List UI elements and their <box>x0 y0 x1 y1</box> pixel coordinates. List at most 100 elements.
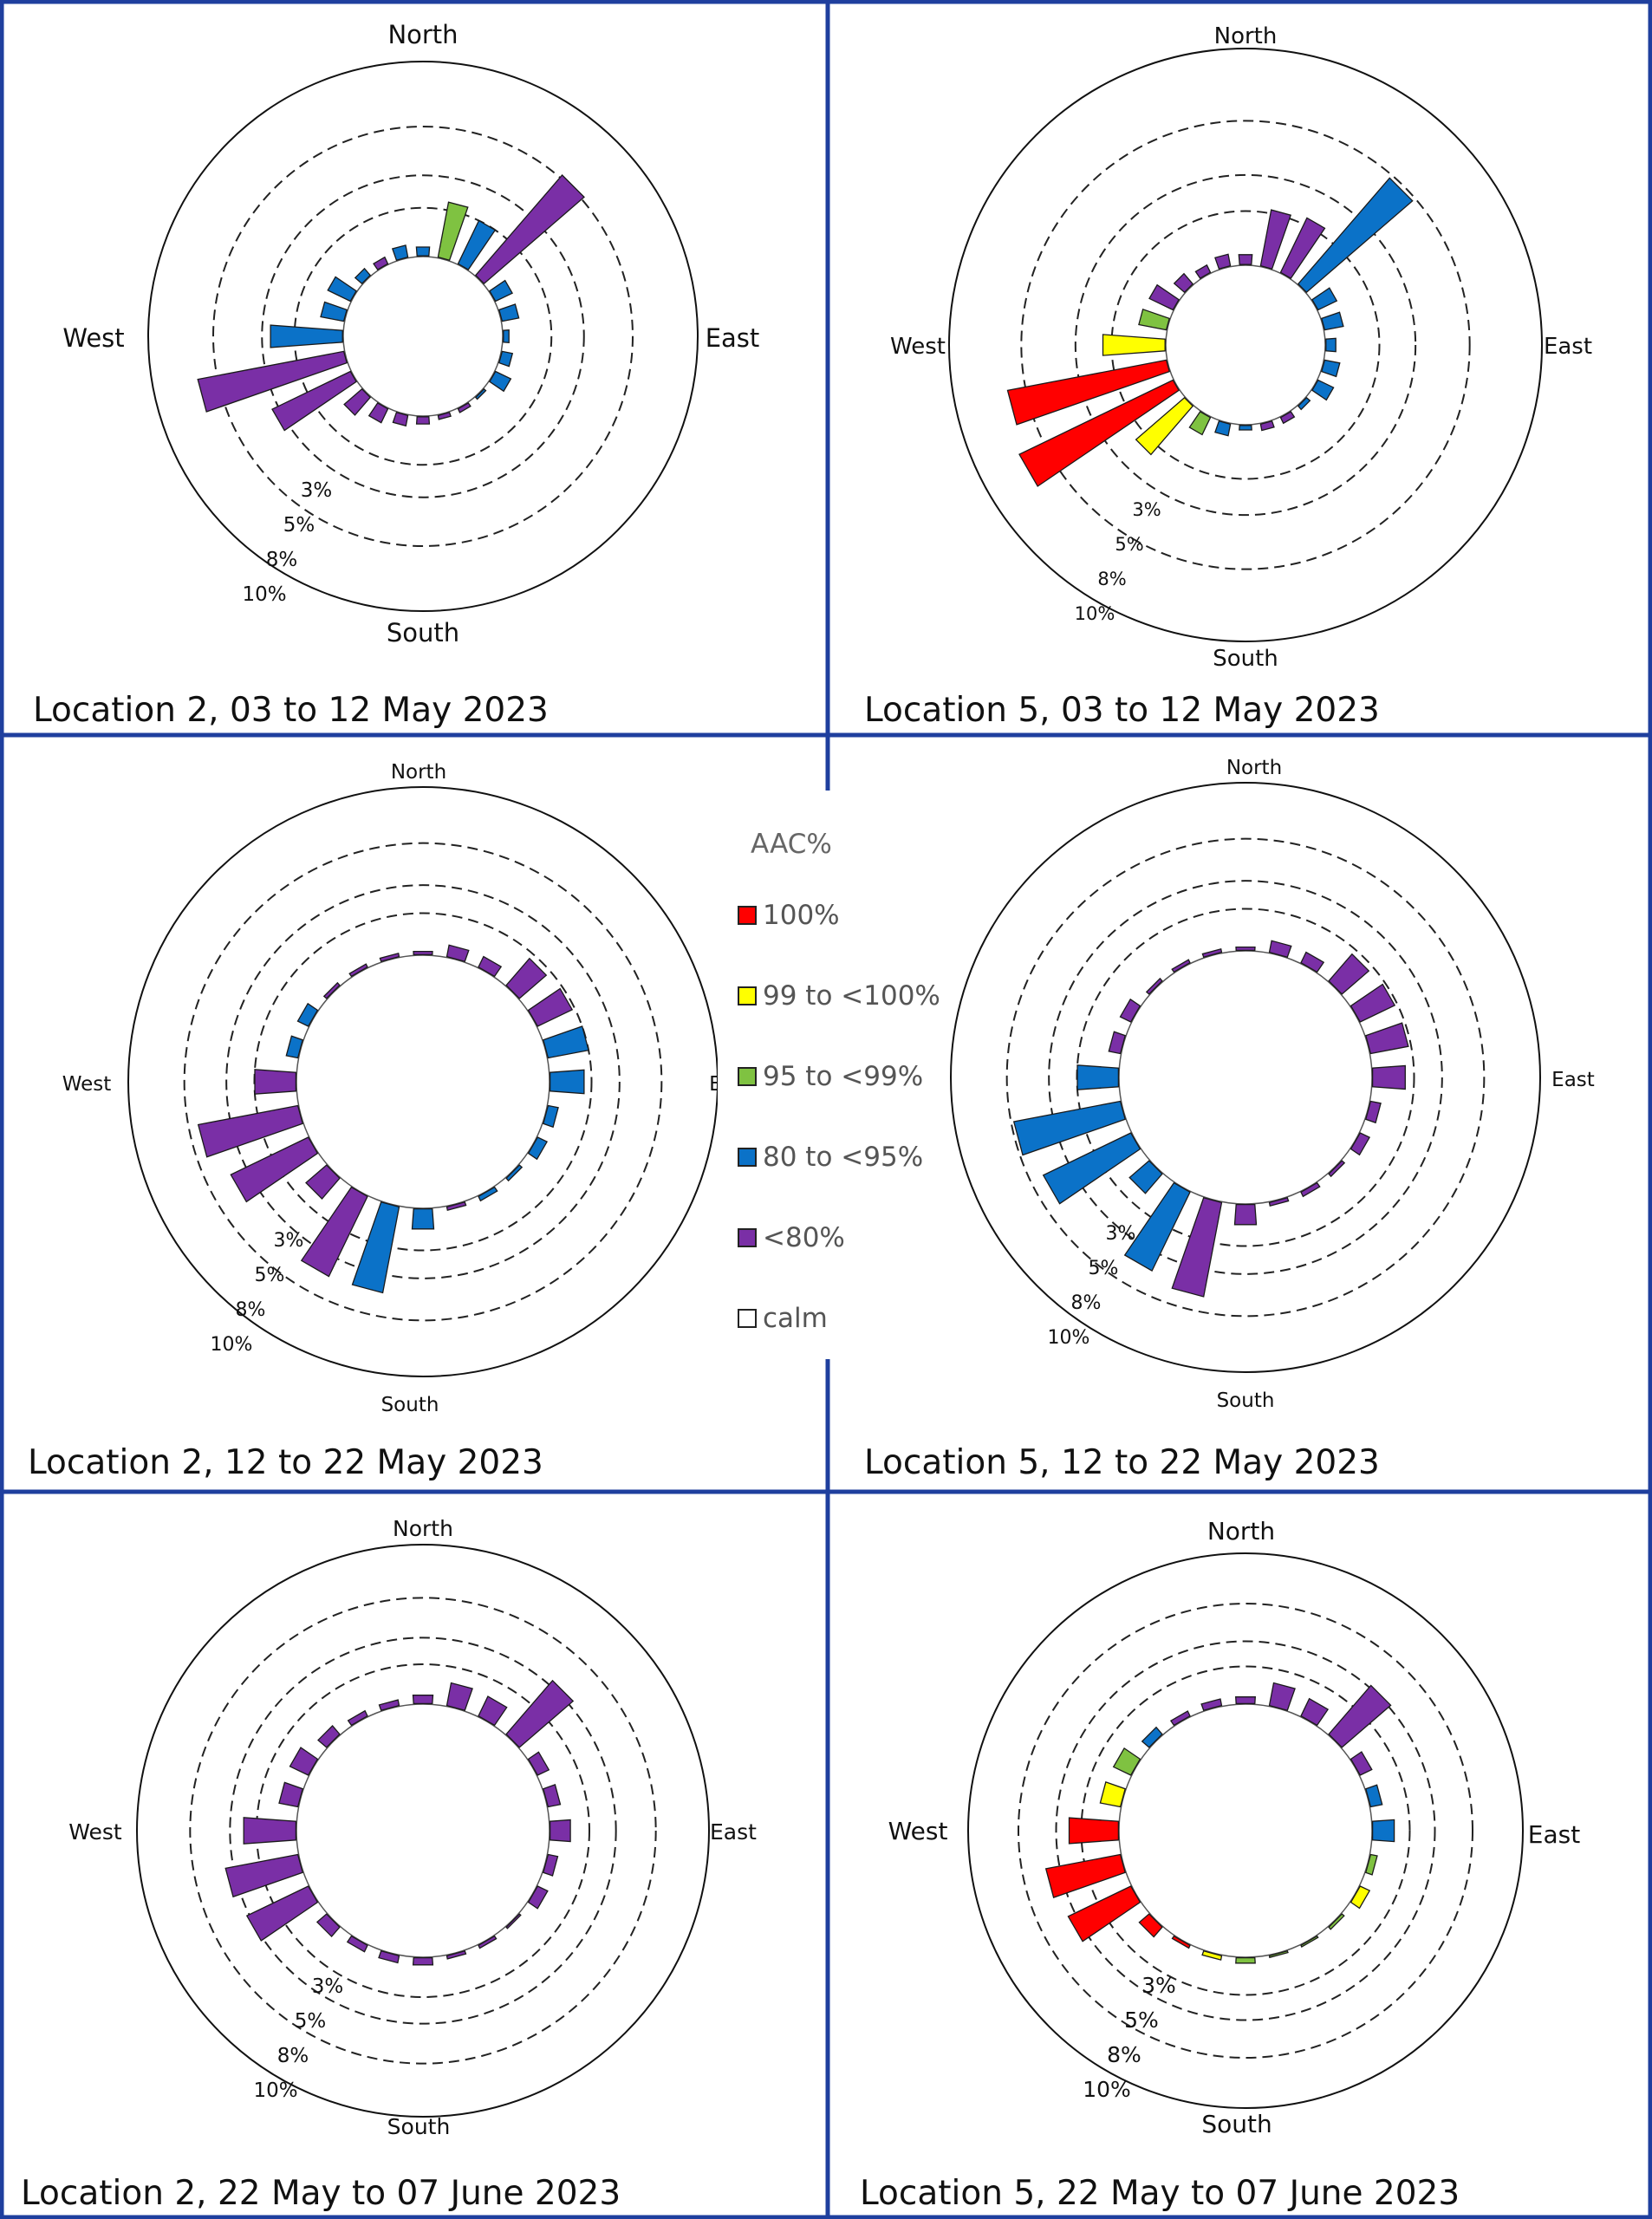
bar-345deg <box>378 1699 400 1711</box>
wind-rose-panel-6: North East South West 3% 5% 8% 10% Location 5, 2… <box>860 1517 1580 2213</box>
direction-west: West <box>68 1819 122 1845</box>
bar-105deg <box>1321 359 1341 378</box>
bar-135deg <box>1328 1160 1346 1178</box>
bar-0deg <box>415 246 431 257</box>
bar-0deg <box>1235 1696 1256 1705</box>
bar-135deg <box>474 387 487 400</box>
outer-ring <box>136 1544 710 2118</box>
direction-south: South <box>387 618 459 647</box>
bar-180deg <box>1235 1956 1256 1964</box>
bar-270deg <box>270 324 343 348</box>
outer-ring <box>948 48 1543 642</box>
legend-item-c99: 99 to <100% <box>738 980 940 1012</box>
legend-item-c95: 95 to <99% <box>738 1061 923 1092</box>
bar-165deg <box>446 1950 467 1960</box>
bar-150deg <box>457 402 472 413</box>
bar-165deg <box>1268 1950 1289 1959</box>
bar-0deg <box>1238 254 1253 265</box>
ring-label-8pct: 8% <box>277 2045 309 2067</box>
ring-label-5pct: 5% <box>283 514 315 537</box>
bar-120deg <box>527 1136 549 1161</box>
ring-label-10pct: 10% <box>1075 603 1115 624</box>
bar-30deg <box>478 955 503 978</box>
bar-45deg <box>474 174 585 285</box>
bar-180deg <box>1233 1203 1258 1226</box>
bar-120deg <box>1350 1885 1371 1910</box>
bar-210deg <box>367 402 389 424</box>
bar-180deg <box>415 416 431 425</box>
bar-120deg <box>1350 1132 1371 1156</box>
ring-label-8pct: 8% <box>1097 569 1126 589</box>
panel-caption: Location 5, 12 to 22 May 2023 <box>864 1443 1380 1482</box>
ring-3pct <box>256 1663 590 1998</box>
wind-rose-panel-5: North East South West 3% 5% 8% 10% Location 2, 2… <box>21 1516 757 2213</box>
ring-5pct <box>229 1637 617 2025</box>
bar-180deg <box>1239 425 1252 431</box>
legend: AAC% 100% 99 to <100% 95 to <99% 80 to <95%… <box>718 791 945 1359</box>
bar-330deg <box>348 963 368 978</box>
bar-255deg <box>1006 359 1170 426</box>
bar-240deg <box>1067 1885 1141 1942</box>
bar-90deg <box>549 1069 585 1095</box>
ring-8pct <box>1005 837 1486 1318</box>
bar-240deg <box>1018 379 1180 487</box>
calm-circle <box>1118 1703 1373 1958</box>
bar-300deg <box>289 1747 319 1776</box>
ring-label-5pct: 5% <box>295 2010 327 2033</box>
bar-330deg <box>1194 264 1212 279</box>
bar-30deg <box>1300 1697 1330 1727</box>
bar-0deg <box>412 1695 434 1705</box>
direction-west: West <box>890 334 946 360</box>
bar-330deg <box>347 1709 368 1727</box>
wind-rose-panel-1: North East South West 3% 5% 8% 10% Location 2, 0… <box>33 20 759 730</box>
ring-label-3pct: 3% <box>1141 1973 1176 1998</box>
bar-0deg <box>413 950 433 956</box>
ring-label-3pct: 3% <box>1132 499 1161 520</box>
bar-75deg <box>1365 1784 1383 1808</box>
direction-south: South <box>1213 646 1278 672</box>
direction-north: North <box>1226 757 1282 779</box>
panel-caption: Location 2, 03 to 12 May 2023 <box>33 691 549 730</box>
direction-south: South <box>1201 2110 1272 2138</box>
direction-west: West <box>62 323 124 353</box>
bar-105deg <box>498 350 514 368</box>
ring-label-3pct: 3% <box>301 479 333 502</box>
ring-label-5pct: 5% <box>1115 534 1143 555</box>
bar-165deg <box>446 1201 467 1212</box>
bar-60deg <box>1350 983 1396 1023</box>
bar-330deg <box>1171 959 1191 973</box>
legend-swatch <box>738 1309 757 1328</box>
bar-225deg <box>1135 396 1194 456</box>
ring-label-5pct: 5% <box>1124 2008 1159 2033</box>
ring-8pct <box>212 126 634 547</box>
bar-285deg <box>320 301 348 322</box>
bar-120deg <box>1311 379 1335 401</box>
bar-150deg <box>1300 1181 1321 1198</box>
legend-label: 99 to <100% <box>763 980 940 1012</box>
ring-label-5pct: 5% <box>1089 1258 1119 1279</box>
bar-150deg <box>1300 1935 1319 1949</box>
bar-75deg <box>543 1784 562 1808</box>
calm-circle <box>342 256 504 417</box>
bar-270deg <box>243 1817 297 1845</box>
bar-315deg <box>1145 977 1163 995</box>
bar-255deg <box>1044 1853 1126 1898</box>
calm-circle <box>296 1703 550 1958</box>
bar-195deg <box>392 412 409 427</box>
legend-items: 100% 99 to <100% 95 to <99% 80 to <95% <80% c… <box>738 900 940 1334</box>
legend-label: 100% <box>763 900 840 931</box>
bar-330deg <box>373 256 389 270</box>
bar-60deg <box>527 987 574 1027</box>
bar-315deg <box>322 981 341 999</box>
ring-label-3pct: 3% <box>1106 1223 1136 1245</box>
bar-300deg <box>1119 998 1141 1023</box>
bar-210deg <box>300 1186 368 1278</box>
bar-75deg <box>498 303 520 322</box>
ring-label-3pct: 3% <box>312 1975 344 1998</box>
bar-270deg <box>1102 334 1166 356</box>
bar-240deg <box>245 1885 319 1942</box>
bar-105deg <box>1365 1100 1382 1124</box>
ring-8pct <box>183 842 663 1322</box>
bar-90deg <box>1325 337 1337 353</box>
calm-circle <box>296 954 550 1209</box>
